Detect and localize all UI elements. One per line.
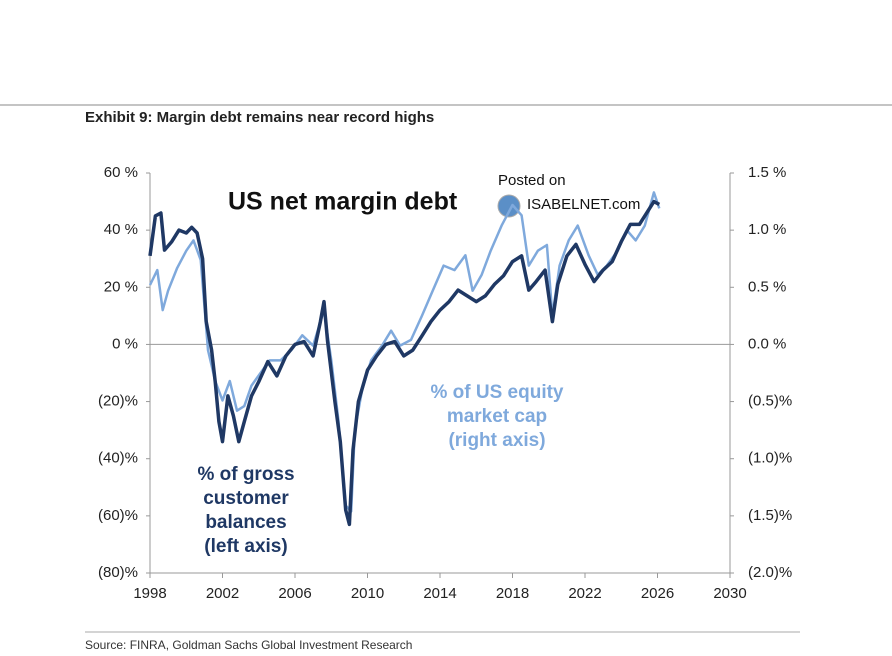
y2-tick-label: 1.0 %: [748, 221, 786, 238]
y-tick-label: (80)%: [98, 564, 138, 581]
x-tick-label: 2010: [351, 585, 384, 602]
series-label: % of gross: [197, 464, 294, 485]
x-tick-label: 2014: [423, 585, 456, 602]
y2-tick-label: 0.0 %: [748, 335, 786, 352]
y2-tick-label: 0.5 %: [748, 278, 786, 295]
y2-tick-label: (0.5)%: [748, 393, 792, 410]
watermark: Posted on: [498, 172, 566, 189]
source: Source: FINRA, Goldman Sachs Global Inve…: [85, 638, 412, 652]
series-label: % of US equity: [430, 382, 563, 403]
chart-title: Exhibit 9: Margin debt remains near reco…: [85, 109, 434, 126]
y-tick-label: (40)%: [98, 450, 138, 467]
y-tick-label: 0 %: [112, 335, 138, 352]
x-tick-label: 2018: [496, 585, 529, 602]
x-tick-label: 2006: [278, 585, 311, 602]
y2-tick-label: (2.0)%: [748, 564, 792, 581]
y-tick-label: 60 %: [104, 164, 138, 181]
y2-tick-label: (1.0)%: [748, 450, 792, 467]
series-line: [148, 191, 661, 513]
x-tick-label: 2026: [641, 585, 674, 602]
y-tick-label: 40 %: [104, 221, 138, 238]
series-label: (left axis): [204, 536, 287, 557]
series-label: market cap: [447, 406, 547, 427]
series-label: customer: [203, 488, 289, 509]
watermark: ISABELNET.com: [527, 196, 640, 213]
series-line: [148, 199, 661, 527]
x-tick-label: 2030: [713, 585, 746, 602]
y2-tick-label: (1.5)%: [748, 507, 792, 524]
x-tick-label: 2002: [206, 585, 239, 602]
y-tick-label: 20 %: [104, 278, 138, 295]
y-tick-label: (60)%: [98, 507, 138, 524]
chart-subtitle: US net margin debt: [228, 188, 458, 216]
series-label: balances: [205, 512, 286, 533]
x-tick-label: 1998: [133, 585, 166, 602]
x-tick-label: 2022: [568, 585, 601, 602]
series-label: (right axis): [448, 430, 545, 451]
watermark-icon: [497, 194, 521, 218]
y-tick-label: (20)%: [98, 393, 138, 410]
y2-tick-label: 1.5 %: [748, 164, 786, 181]
